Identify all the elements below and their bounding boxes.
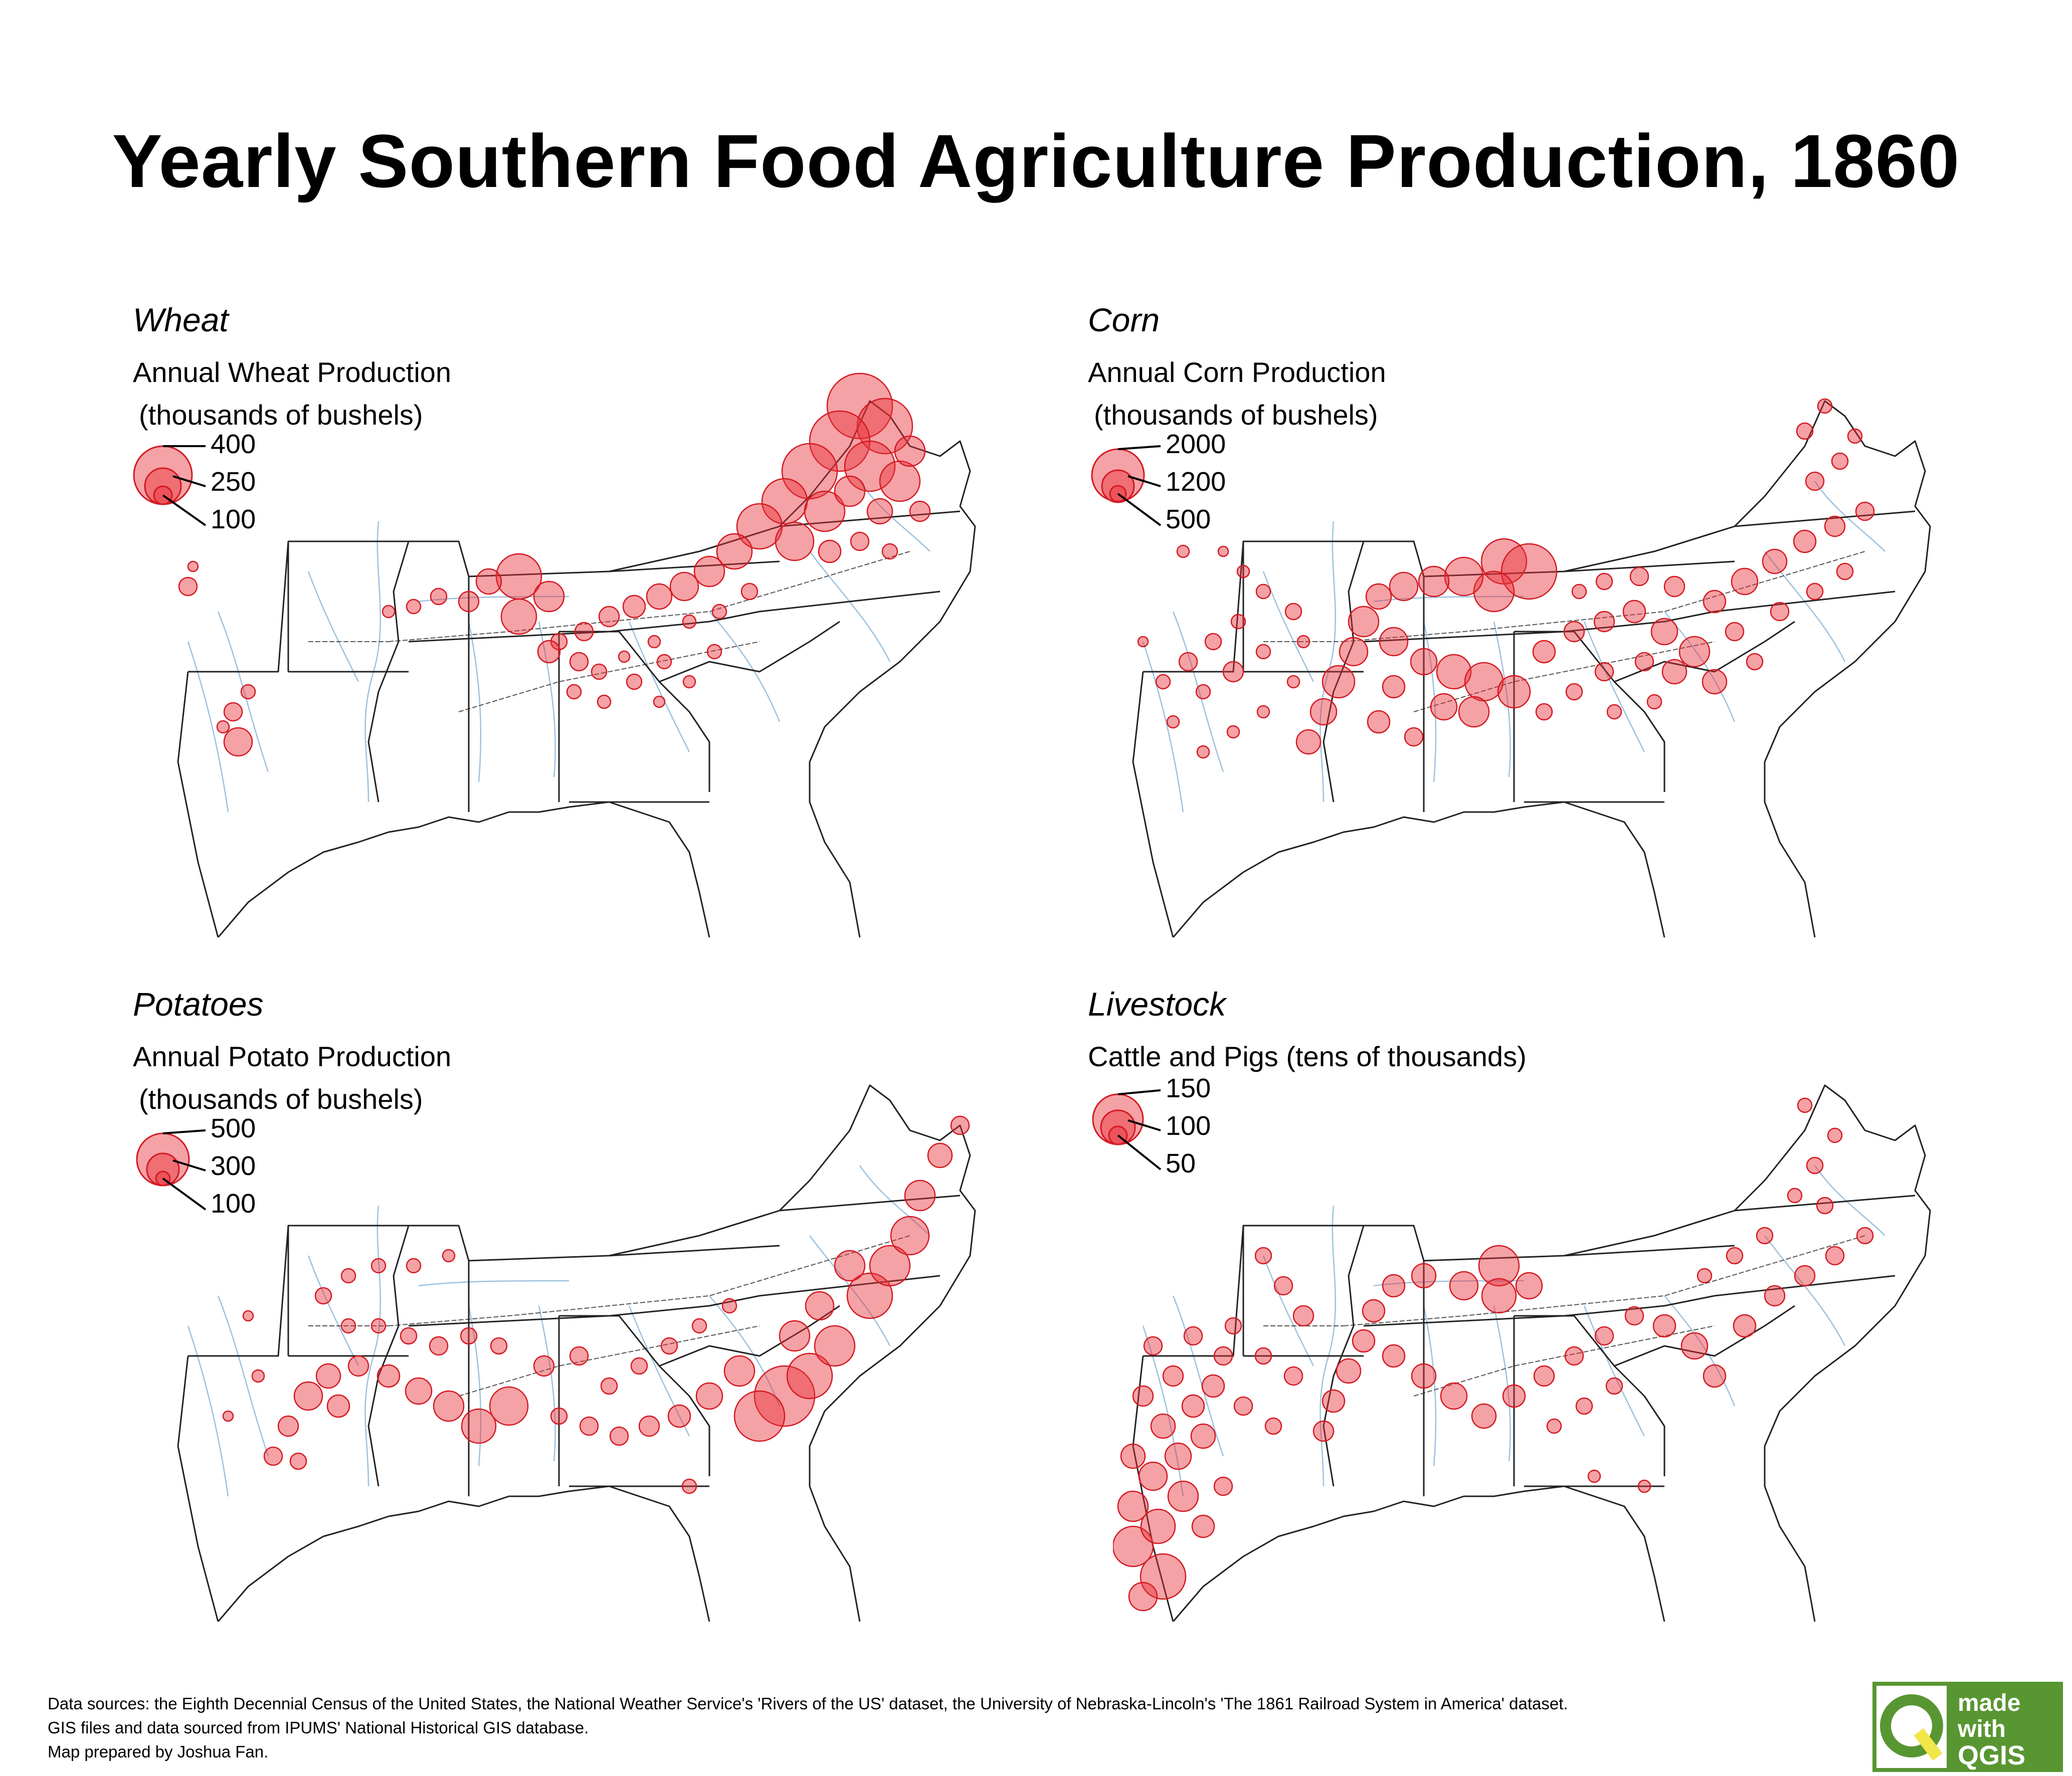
footer-gis-source: GIS files and data sourced from IPUMS' N… bbox=[48, 1718, 589, 1737]
qgis-logo-graphic: made with QGIS bbox=[1872, 1682, 2063, 1772]
corn-units: (thousands of bushels) bbox=[1094, 399, 1378, 431]
livestock-map bbox=[1113, 1084, 1931, 1622]
potatoes-legend-symbols bbox=[136, 1129, 207, 1211]
potatoes-units: (thousands of bushels) bbox=[139, 1083, 423, 1115]
potatoes-panel: Potatoes Annual Potato Production (thous… bbox=[133, 985, 1085, 1622]
corn-map bbox=[1132, 398, 1931, 937]
potatoes-subtitle: Annual Potato Production bbox=[133, 1041, 452, 1072]
livestock-title: Livestock bbox=[1088, 985, 1226, 1023]
qgis-logo-qgis: QGIS bbox=[1958, 1740, 2025, 1770]
wheat-subtitle: Annual Wheat Production bbox=[133, 356, 452, 388]
corn-title: Corn bbox=[1088, 301, 1160, 338]
wheat-legend-label-medium: 250 bbox=[211, 467, 256, 497]
wheat-units: (thousands of bushels) bbox=[139, 399, 423, 431]
wheat-legend-label-small: 100 bbox=[211, 504, 256, 534]
wheat-symbols bbox=[178, 372, 931, 757]
footer-credits: Data sources: the Eighth Decennial Censu… bbox=[48, 1692, 1568, 1764]
potatoes-symbols bbox=[222, 1115, 970, 1494]
page-title: Yearly Southern Food Agriculture Product… bbox=[112, 119, 1960, 203]
livestock-symbols bbox=[1113, 1097, 1874, 1612]
potatoes-legend: 500 300 100 bbox=[133, 1113, 333, 1276]
wheat-legend: 400 250 100 bbox=[133, 429, 333, 591]
livestock-subtitle: Cattle and Pigs (tens of thousands) bbox=[1088, 1041, 1527, 1072]
qgis-logo: made with QGIS bbox=[1872, 1682, 2063, 1772]
qgis-logo-made: made bbox=[1958, 1690, 2020, 1716]
corn-legend-label-medium: 1200 bbox=[1166, 467, 1226, 497]
corn-legend: 2000 1200 500 bbox=[1088, 429, 1288, 591]
potatoes-title: Potatoes bbox=[133, 985, 264, 1023]
potatoes-map bbox=[177, 1084, 976, 1622]
livestock-legend-label-medium: 100 bbox=[1166, 1111, 1211, 1141]
footer-data-sources: Data sources: the Eighth Decennial Censu… bbox=[48, 1694, 1568, 1713]
corn-panel: Corn Annual Corn Production (thousands o… bbox=[1088, 301, 2040, 937]
wheat-panel: Wheat Annual Wheat Production (thousands… bbox=[133, 301, 1085, 937]
potatoes-legend-label-small: 100 bbox=[211, 1189, 256, 1219]
potatoes-legend-label-medium: 300 bbox=[211, 1151, 256, 1181]
corn-symbols bbox=[1137, 398, 1875, 759]
livestock-legend-label-large: 150 bbox=[1166, 1073, 1211, 1103]
wheat-legend-symbols bbox=[133, 445, 207, 526]
livestock-legend-symbols bbox=[1092, 1089, 1162, 1170]
corn-legend-label-small: 500 bbox=[1166, 504, 1211, 534]
livestock-legend-label-small: 50 bbox=[1166, 1148, 1196, 1178]
wheat-map bbox=[177, 372, 976, 937]
potatoes-legend-label-large: 500 bbox=[211, 1113, 256, 1143]
corn-legend-label-large: 2000 bbox=[1166, 429, 1226, 459]
corn-subtitle: Annual Corn Production bbox=[1088, 356, 1386, 388]
qgis-logo-with: with bbox=[1957, 1716, 2006, 1742]
wheat-title: Wheat bbox=[133, 301, 229, 338]
livestock-legend: 150 100 50 bbox=[1088, 1073, 1288, 1236]
corn-legend-symbols bbox=[1091, 445, 1162, 526]
livestock-panel: Livestock Cattle and Pigs (tens of thous… bbox=[1088, 985, 2040, 1622]
footer-author: Map prepared by Joshua Fan. bbox=[48, 1742, 269, 1761]
wheat-legend-label-large: 400 bbox=[211, 429, 256, 459]
